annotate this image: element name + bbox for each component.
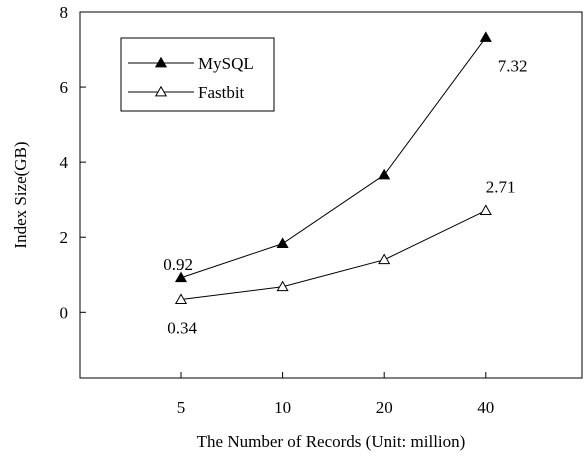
y-tick-label: 0: [60, 303, 69, 322]
data-point-mysql: [276, 237, 289, 249]
series-line-fastbit: [180, 210, 487, 301]
legend-marker-fastbit: [154, 85, 168, 97]
x-tick-label: 5: [177, 398, 186, 417]
legend-label: MySQL: [198, 54, 254, 73]
y-tick-label: 2: [60, 228, 69, 247]
y-axis: 0 2 4 6 8: [60, 3, 86, 322]
y-axis-label: Index Size(GB): [11, 141, 30, 248]
data-point-mysql: [479, 31, 492, 42]
plot-area-frame: [79, 11, 583, 379]
x-tick-label: 40: [477, 398, 494, 417]
data-point-fastbit: [276, 280, 289, 292]
data-label-mysql: 0.92: [163, 255, 193, 274]
legend: MySQL Fastbit: [120, 37, 275, 112]
series-layer: [174, 31, 492, 304]
data-point-mysql: [378, 168, 391, 180]
x-axis-label: The Number of Records (Unit: million): [197, 432, 466, 451]
x-axis: 5 10 20 40: [177, 372, 494, 417]
series-line-mysql: [180, 37, 487, 279]
legend-entry-mysql: MySQL: [128, 54, 254, 73]
data-point-mysql: [174, 271, 188, 283]
data-label-fastbit: 0.34: [167, 319, 197, 338]
x-tick-label: 10: [274, 398, 291, 417]
data-labels: 0.92 7.32 0.34 2.71: [163, 57, 527, 338]
y-tick-label: 4: [60, 153, 69, 172]
y-tick-label: 8: [60, 3, 69, 22]
y-tick-label: 6: [60, 78, 69, 97]
data-label-fastbit: 2.71: [486, 178, 516, 197]
data-point-fastbit: [479, 204, 492, 215]
legend-box: [120, 37, 275, 112]
data-label-mysql: 7.32: [498, 57, 528, 76]
data-point-fastbit: [378, 253, 391, 265]
legend-label: Fastbit: [198, 83, 245, 102]
legend-marker-mysql: [154, 56, 168, 68]
data-point-fastbit: [174, 293, 188, 304]
x-tick-label: 20: [376, 398, 393, 417]
legend-entry-fastbit: Fastbit: [128, 83, 245, 102]
